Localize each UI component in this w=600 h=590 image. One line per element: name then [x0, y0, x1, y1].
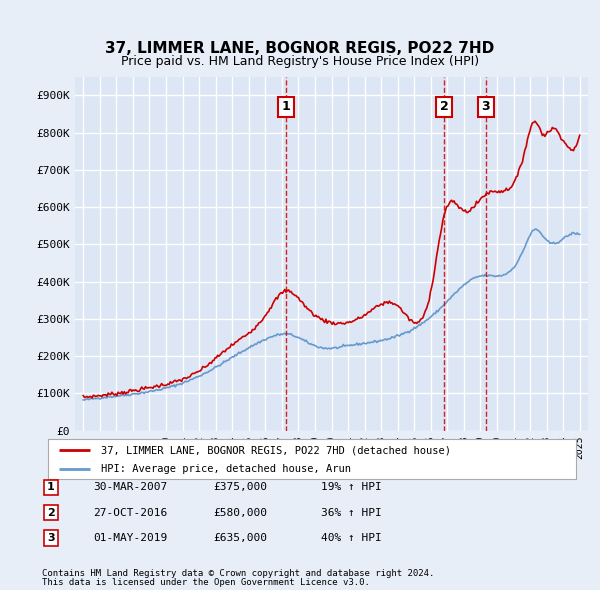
- Text: £635,000: £635,000: [213, 533, 267, 543]
- Text: 30-MAR-2007: 30-MAR-2007: [93, 483, 167, 492]
- Text: 27-OCT-2016: 27-OCT-2016: [93, 508, 167, 517]
- Text: 36% ↑ HPI: 36% ↑ HPI: [321, 508, 382, 517]
- Text: 1: 1: [47, 483, 55, 492]
- Text: £375,000: £375,000: [213, 483, 267, 492]
- Text: 37, LIMMER LANE, BOGNOR REGIS, PO22 7HD (detached house): 37, LIMMER LANE, BOGNOR REGIS, PO22 7HD …: [101, 445, 451, 455]
- Text: 1: 1: [281, 100, 290, 113]
- Text: 2: 2: [47, 508, 55, 517]
- Text: Contains HM Land Registry data © Crown copyright and database right 2024.: Contains HM Land Registry data © Crown c…: [42, 569, 434, 578]
- Text: 19% ↑ HPI: 19% ↑ HPI: [321, 483, 382, 492]
- Text: 3: 3: [482, 100, 490, 113]
- Text: 37, LIMMER LANE, BOGNOR REGIS, PO22 7HD: 37, LIMMER LANE, BOGNOR REGIS, PO22 7HD: [106, 41, 494, 56]
- Text: 01-MAY-2019: 01-MAY-2019: [93, 533, 167, 543]
- Text: HPI: Average price, detached house, Arun: HPI: Average price, detached house, Arun: [101, 464, 351, 474]
- Text: £580,000: £580,000: [213, 508, 267, 517]
- Text: 40% ↑ HPI: 40% ↑ HPI: [321, 533, 382, 543]
- Text: Price paid vs. HM Land Registry's House Price Index (HPI): Price paid vs. HM Land Registry's House …: [121, 55, 479, 68]
- Text: 3: 3: [47, 533, 55, 543]
- Text: This data is licensed under the Open Government Licence v3.0.: This data is licensed under the Open Gov…: [42, 578, 370, 587]
- Text: 2: 2: [440, 100, 449, 113]
